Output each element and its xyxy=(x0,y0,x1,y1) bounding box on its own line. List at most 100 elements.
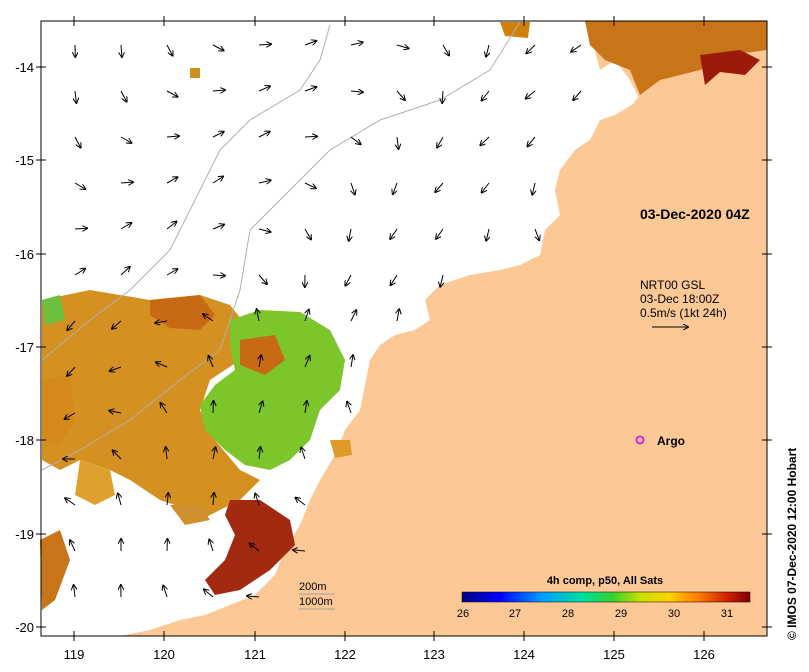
current-vector-arrow xyxy=(532,182,535,195)
current-vector-arrow xyxy=(304,41,316,46)
current-vector-arrow xyxy=(166,136,179,137)
current-vector-arrow xyxy=(155,321,168,323)
current-vector-arrow xyxy=(304,87,316,92)
current-vector-arrow xyxy=(293,550,306,551)
current-vector-arrow xyxy=(480,136,490,145)
x-tick-label: 121 xyxy=(244,647,266,662)
current-vector-arrow xyxy=(161,403,168,414)
current-vector-arrow xyxy=(349,228,351,241)
current-vector-arrow xyxy=(213,493,214,506)
current-vector-arrow xyxy=(163,586,167,598)
current-vector-arrow xyxy=(167,493,168,506)
colorbar-tick: 30 xyxy=(668,608,680,620)
current-vectors xyxy=(63,41,582,598)
depth-legend: 200m 1000m xyxy=(299,581,335,610)
current-vector-arrow xyxy=(440,274,443,287)
colorbar-title: 4h comp, p50, All Sats xyxy=(547,575,663,587)
current-vector-arrow xyxy=(397,136,399,149)
current-vector-arrow xyxy=(65,498,76,506)
current-vector-arrow xyxy=(396,90,405,100)
current-vector-arrow xyxy=(67,320,76,330)
current-vector-arrow xyxy=(259,447,260,460)
current-vector-arrow xyxy=(527,136,536,146)
current-vector-arrow xyxy=(212,44,224,51)
current-vector-arrow xyxy=(74,585,75,598)
current-vector-arrow xyxy=(74,136,81,148)
current-vector-arrow xyxy=(166,44,173,56)
y-tick-label: -17 xyxy=(15,340,34,355)
current-vector-arrow xyxy=(209,356,214,368)
current-vector-arrow xyxy=(435,182,444,192)
current-vector-arrow xyxy=(345,274,352,286)
current-vector-arrow xyxy=(250,544,260,552)
current-vector-arrow xyxy=(258,274,267,284)
current-vector-arrow xyxy=(74,228,87,229)
current-vector-arrow xyxy=(486,228,489,241)
colorbar-tick: 27 xyxy=(509,608,521,620)
x-tick-label: 125 xyxy=(603,647,625,662)
current-vector-arrow xyxy=(396,45,409,48)
sst-patches xyxy=(40,21,767,610)
x-tick-label: 120 xyxy=(153,647,175,662)
current-vector-arrow xyxy=(351,355,353,368)
y-tick-label: -18 xyxy=(15,433,34,448)
current-vector-arrow xyxy=(482,90,490,101)
current-vector-arrow xyxy=(247,596,260,597)
current-vector-arrow xyxy=(213,447,216,460)
x-tick-label: 122 xyxy=(334,647,356,662)
current-vector-arrow xyxy=(75,90,76,103)
current-vector-arrow xyxy=(120,223,131,230)
current-vector-arrow xyxy=(70,540,76,552)
current-vector-arrow xyxy=(305,310,309,322)
current-vector-arrow xyxy=(212,177,223,184)
current-vector-arrow xyxy=(350,136,361,144)
current-vector-arrow xyxy=(573,90,582,100)
current-vector-arrow xyxy=(121,44,122,57)
current-vector-arrow xyxy=(486,44,489,57)
current-vector-arrow xyxy=(67,366,76,376)
colorbar: 4h comp, p50, All Sats 26 27 28 29 30 31 xyxy=(457,575,751,620)
x-tick-label: 124 xyxy=(513,647,535,662)
y-axis: -14 -15 -16 -17 -18 -19 -20 xyxy=(15,60,772,635)
depth-legend-200m: 200m xyxy=(299,581,327,593)
argo-label: Argo xyxy=(657,434,685,448)
x-axis: 119 120 121 122 123 124 125 126 xyxy=(64,16,715,662)
current-vector-arrow xyxy=(156,362,168,368)
current-vector-arrow xyxy=(526,90,536,99)
current-vector-arrow xyxy=(257,309,259,322)
current-vector-arrow xyxy=(109,411,122,413)
current-vector-arrow xyxy=(397,309,399,322)
vector-key-scale: 0.5m/s (1kt 24h) xyxy=(640,306,727,320)
current-vector-arrow xyxy=(304,228,311,239)
current-vector-arrow xyxy=(203,314,214,322)
y-tick-label: -15 xyxy=(15,153,34,168)
vector-key: NRT00 GSL 03-Dec 18:00Z 0.5m/s (1kt 24h) xyxy=(640,278,727,327)
current-vector-arrow xyxy=(258,132,270,138)
current-vector-arrow xyxy=(113,450,122,460)
current-vector-arrow xyxy=(120,90,127,102)
current-vector-arrow xyxy=(74,182,85,189)
colorbar-tick: 26 xyxy=(457,608,469,620)
current-vector-arrow xyxy=(213,401,214,414)
argo-marker-icon xyxy=(635,435,645,445)
current-vector-arrow xyxy=(390,228,398,239)
current-vector-arrow xyxy=(212,132,224,138)
depth-legend-1000m: 1000m xyxy=(299,596,333,608)
argo-float: Argo xyxy=(635,434,685,448)
current-vector-arrow xyxy=(212,225,224,230)
current-vector-arrow xyxy=(305,401,307,414)
current-vector-arrow xyxy=(436,228,444,239)
current-vector-arrow xyxy=(347,402,351,414)
current-vector-arrow xyxy=(204,589,214,598)
current-vector-arrow xyxy=(482,182,490,193)
colorbar-tick: 28 xyxy=(562,608,574,620)
current-vector-arrow xyxy=(258,229,271,232)
vector-key-model: NRT00 GSL xyxy=(640,278,705,292)
colorbar-tick: 31 xyxy=(721,608,733,620)
current-vector-arrow xyxy=(534,228,539,240)
current-vector-arrow xyxy=(442,90,443,103)
current-vector-arrow xyxy=(212,90,225,91)
current-vector-arrow xyxy=(120,267,130,276)
current-vector-arrow xyxy=(166,90,178,97)
